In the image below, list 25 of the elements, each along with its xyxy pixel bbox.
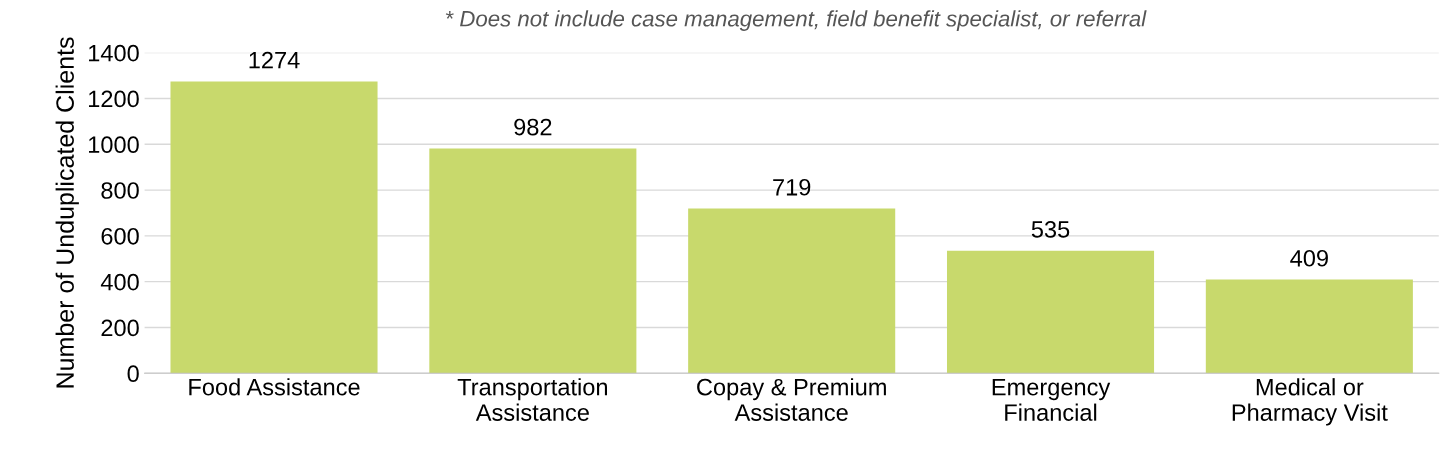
y-tick-label: 200 (101, 319, 139, 337)
bar (1205, 279, 1413, 374)
data-label: 719 (773, 178, 811, 196)
bar (688, 208, 896, 374)
x-tick-label: Medical or Pharmacy Visit (1232, 378, 1388, 426)
x-tick-label: Food Assistance (189, 378, 360, 396)
y-tick-label: 1400 (89, 44, 139, 62)
bar (170, 81, 378, 374)
data-label: 1274 (249, 51, 300, 69)
y-tick-label: 1200 (89, 90, 139, 108)
bar (946, 250, 1155, 374)
y-tick-label: 1000 (89, 136, 139, 154)
y-tick-label: 800 (101, 182, 139, 199)
x-tick-label: Copay & Premium Assistance (697, 378, 886, 421)
x-tick-label: Emergency Financial (992, 379, 1111, 421)
bar (429, 148, 637, 374)
y-tick-label: 600 (101, 227, 139, 245)
y-tick-label: 400 (100, 273, 139, 291)
data-label: 982 (514, 118, 552, 136)
y-axis-title: Number of Unduplicated Clients (55, 37, 79, 388)
text: * Does not include case management, field benefit specialist, or referral (445, 10, 1147, 31)
data-label: 535 (1031, 221, 1070, 238)
x-tick-label: Transportation Assistance (457, 378, 607, 421)
data-label: 409 (1290, 249, 1328, 267)
y-tick-label: 0 (127, 365, 139, 383)
